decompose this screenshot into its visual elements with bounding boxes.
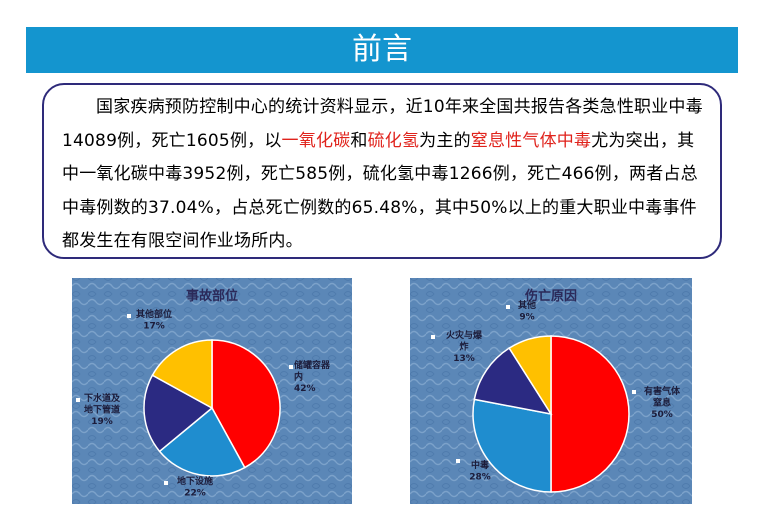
- legend-marker: [127, 314, 131, 318]
- intro-seg-2: 和: [350, 130, 368, 151]
- pie-slice-1: [158, 406, 246, 477]
- slice-label-line: 炸: [459, 341, 468, 353]
- slice-label-line: 有害气体: [644, 385, 681, 397]
- intro-paragraph: 国家疾病预防控制中心的统计资料显示，近10年来全国共报告各类急性职业中毒1408…: [62, 91, 704, 259]
- legend-marker: [431, 335, 435, 339]
- legend-marker: [164, 481, 168, 485]
- slice-label-line: 火灾与爆: [446, 329, 483, 341]
- slice-percent: 17%: [143, 322, 165, 332]
- chart-title: 事故部位: [186, 288, 238, 304]
- pie-slice-0: [211, 339, 281, 469]
- slice-label-line: 窒息: [653, 397, 671, 409]
- page-title: 前言: [352, 32, 412, 67]
- intro-seg-1: 国家疾病预防控制中心的统计资料显示，近10年来全国共报告各类急性职业中毒1408…: [62, 97, 703, 151]
- slice-percent: 28%: [469, 473, 491, 483]
- highlight-h2s: 硫化氢: [367, 130, 420, 151]
- slice-percent: 42%: [294, 384, 316, 394]
- pie-slice-3: [508, 335, 552, 417]
- highlight-asphyxiant: 窒息性气体中毒: [470, 130, 592, 151]
- slice-label-line: 储罐容器: [294, 359, 331, 371]
- slice-percent: 13%: [453, 354, 475, 364]
- intro-seg-3: 为主的: [419, 130, 471, 151]
- slice-label-line: 地下管道: [84, 404, 120, 416]
- slice-label-line: 其他部位: [136, 308, 172, 320]
- slice-label-0: 储罐容器内 42%: [294, 359, 331, 394]
- slice-label-line: 内: [294, 371, 303, 383]
- pie-slice-1: [472, 398, 552, 493]
- legend-marker: [506, 305, 510, 309]
- pie-slice-0: [550, 335, 630, 493]
- slice-label-0: 有害气体窒息 50%: [644, 385, 681, 420]
- intro-box: 国家疾病预防控制中心的统计资料显示，近10年来全国共报告各类急性职业中毒1408…: [42, 83, 722, 259]
- slice-label-3: 其他部位 17%: [136, 308, 172, 332]
- slice-label-3: 其他 9%: [518, 299, 536, 323]
- slice-label-1: 中毒 28%: [469, 459, 491, 483]
- slice-label-line: 中毒: [471, 459, 489, 471]
- slice-label-2: 火灾与爆炸 13%: [446, 329, 483, 364]
- slice-label-line: 其他: [518, 299, 536, 311]
- chart-panel-accident-location: 事故部位储罐容器内 42% 地下设施 22% 下水道及地下管道 19% 其他部位 17%: [72, 278, 352, 504]
- legend-marker: [632, 390, 636, 394]
- slice-percent: 50%: [651, 410, 673, 420]
- slice-label-2: 下水道及地下管道 19%: [84, 392, 121, 427]
- legend-marker: [456, 459, 460, 463]
- chart-title: 伤亡原因: [524, 288, 577, 304]
- chart-panel-casualty-cause: 伤亡原因有害气体窒息 50% 中毒 28% 火灾与爆炸 13% 其他 9%: [410, 278, 692, 504]
- pie-slice-2: [473, 347, 553, 416]
- intro-seg-4: 尤为突出，其中一氧化碳中毒3952例，死亡585例，硫化氢中毒1266例，死亡4…: [62, 130, 698, 252]
- title-bar: 前言: [26, 27, 738, 73]
- slice-label-line: 下水道及: [84, 392, 121, 404]
- pie-slice-2: [143, 374, 214, 453]
- slice-percent: 19%: [91, 417, 113, 427]
- slice-percent: 9%: [519, 313, 534, 323]
- slice-label-line: 地下设施: [177, 475, 213, 487]
- legend-marker: [289, 365, 293, 369]
- legend-marker: [76, 398, 80, 402]
- slice-percent: 22%: [184, 489, 206, 499]
- highlight-co: 一氧化碳: [281, 130, 351, 151]
- slice-label-1: 地下设施 22%: [177, 475, 213, 499]
- pie-slice-3: [151, 339, 213, 410]
